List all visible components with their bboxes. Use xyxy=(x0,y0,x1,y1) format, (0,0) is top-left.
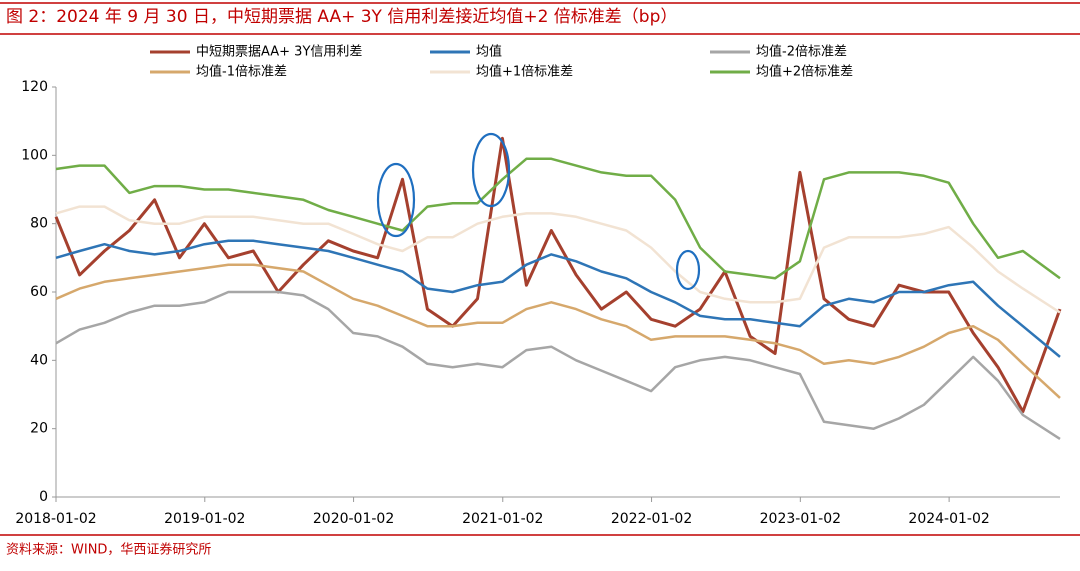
series-line xyxy=(55,263,1061,399)
legend-label: 均值+2倍标准差 xyxy=(756,64,853,80)
highlight-circle xyxy=(376,162,416,238)
annotations xyxy=(376,132,701,291)
legend-label: 均值-1倍标准差 xyxy=(196,64,287,80)
plot-area: 0 20 40 60 80 100 120 2018-01-02 2019-01-02 2020-… xyxy=(15,79,1062,527)
series-line xyxy=(55,290,1061,440)
source: 资料来源：WIND，华西证券研究所 xyxy=(6,542,211,558)
highlight-circle xyxy=(675,249,701,291)
y-tick-label: 120 xyxy=(21,79,48,95)
x-tick-label: 2024-01-02 xyxy=(908,511,989,527)
series-line xyxy=(55,157,1061,280)
x-tick-label: 2023-01-02 xyxy=(760,511,841,527)
highlight-circle xyxy=(471,132,511,208)
chart-title: 图 2：2024 年 9 月 30 日，中短期票据 AA+ 3Y 信用利差接近均… xyxy=(6,7,677,27)
y-tick-label: 80 xyxy=(30,216,48,232)
x-tick-label: 2021-01-02 xyxy=(462,511,543,527)
series-line xyxy=(55,205,1061,314)
y-tick-label: 100 xyxy=(21,147,48,163)
legend-label: 中短期票据AA+ 3Y信用利差 xyxy=(196,45,362,60)
x-tick-label: 2019-01-02 xyxy=(164,511,245,527)
series-line xyxy=(55,239,1061,358)
legend-label: 均值-2倍标准差 xyxy=(756,44,847,60)
y-tick-label: 60 xyxy=(30,284,48,300)
x-tick-label: 2018-01-02 xyxy=(15,511,96,527)
series-line xyxy=(54,136,1062,414)
x-tick-label: 2022-01-02 xyxy=(611,511,692,527)
legend-label: 均值 xyxy=(476,44,502,60)
legend-label: 均值+1倍标准差 xyxy=(476,64,573,80)
y-tick-label: 40 xyxy=(30,352,48,368)
y-tick-label: 0 xyxy=(39,489,48,505)
x-tick-label: 2020-01-02 xyxy=(313,511,394,527)
y-tick-label: 20 xyxy=(30,421,48,437)
